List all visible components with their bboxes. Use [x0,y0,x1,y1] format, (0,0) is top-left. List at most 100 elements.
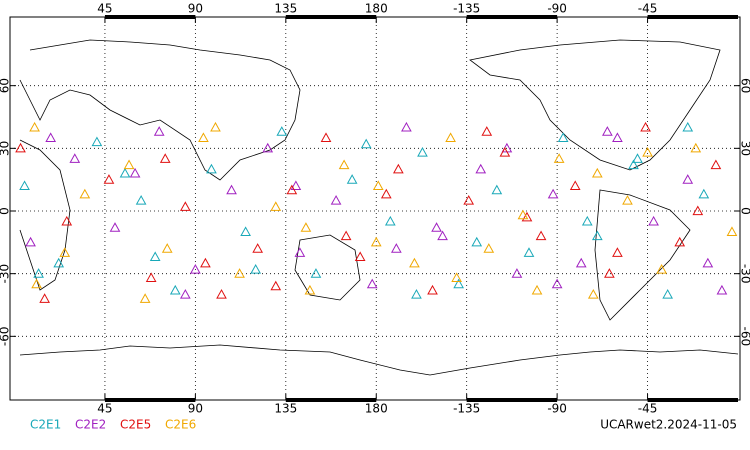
x-tick-label: 135 [274,402,297,416]
x-tick-label: 45 [97,402,112,416]
marker [716,284,728,295]
africa [19,139,71,291]
marker [604,268,615,278]
marker [393,163,404,174]
marker [270,201,282,211]
marker [662,289,674,299]
coastlines [19,39,739,376]
marker [210,121,221,132]
marker [69,153,81,163]
legend-label: C2E2 [75,418,106,432]
marker [674,236,686,247]
x-tick-label: 90 [188,402,203,416]
marker [33,268,44,278]
marker [216,289,227,299]
marker [581,215,593,226]
x-tick-label: 180 [365,2,388,16]
marker [252,243,264,253]
marker [290,180,302,191]
marker [59,247,71,257]
legend-label: C2E1 [30,418,61,432]
marker [690,142,702,153]
y-tick-label: -60 [0,327,12,347]
marker [591,230,603,241]
marker [612,247,623,257]
marker [153,126,165,136]
marker [557,132,569,142]
footer: UCARwet2.2024-11-05 [600,418,737,432]
marker [346,174,358,184]
x-tick-label: -45 [638,402,658,416]
marker [276,126,288,136]
marker [401,121,412,132]
marker [169,284,181,295]
marker [304,284,316,295]
y-tick-label: 30 [739,141,750,156]
marker [45,132,57,142]
marker [551,278,563,289]
marker [531,284,543,295]
map-frame [9,16,741,401]
marker [123,159,135,170]
eurasia [19,39,301,181]
marker [622,195,633,205]
marker [471,236,483,247]
marker [31,278,42,289]
marker [29,121,40,132]
marker [535,230,547,241]
marker [499,146,511,157]
marker [409,257,420,268]
marker [648,215,659,226]
marker [726,226,738,236]
marker [417,146,428,157]
legend-label: C2E6 [165,418,196,432]
marker [198,132,209,142]
marker [159,153,171,163]
x-tick-label: 180 [365,402,388,416]
marker [390,243,402,253]
marker [431,222,442,232]
marker [453,278,464,289]
marker [692,205,704,216]
marker [286,184,298,195]
marker [109,222,121,232]
marker [129,167,141,178]
marker [632,153,643,163]
marker [149,251,161,262]
x-tick-label: -135 [453,402,480,416]
y-tick-label: -60 [739,327,750,347]
marker [602,126,613,136]
marker [475,163,487,174]
y-tick-label: 0 [0,207,12,215]
marker [139,293,151,303]
marker [628,159,639,170]
south-america [594,189,691,321]
marker [300,222,312,232]
marker [91,136,103,147]
marker [340,230,352,241]
marker [179,201,191,211]
marker [262,142,274,153]
x-tick-label: 45 [97,2,112,16]
marker [437,230,448,241]
marker [517,209,529,220]
marker [61,215,73,226]
marker [427,284,438,295]
marker [330,195,342,205]
marker [463,195,475,205]
marker [521,211,533,222]
marker [53,257,65,268]
marker [79,188,91,199]
marker [710,159,722,170]
marker [370,236,382,247]
north-america [469,39,721,171]
marker [640,121,651,132]
marker [15,142,26,153]
antarctica [19,344,739,376]
marker [702,257,714,268]
marker [380,188,392,199]
marker [569,180,581,191]
marker [190,263,201,274]
marker [145,272,157,282]
